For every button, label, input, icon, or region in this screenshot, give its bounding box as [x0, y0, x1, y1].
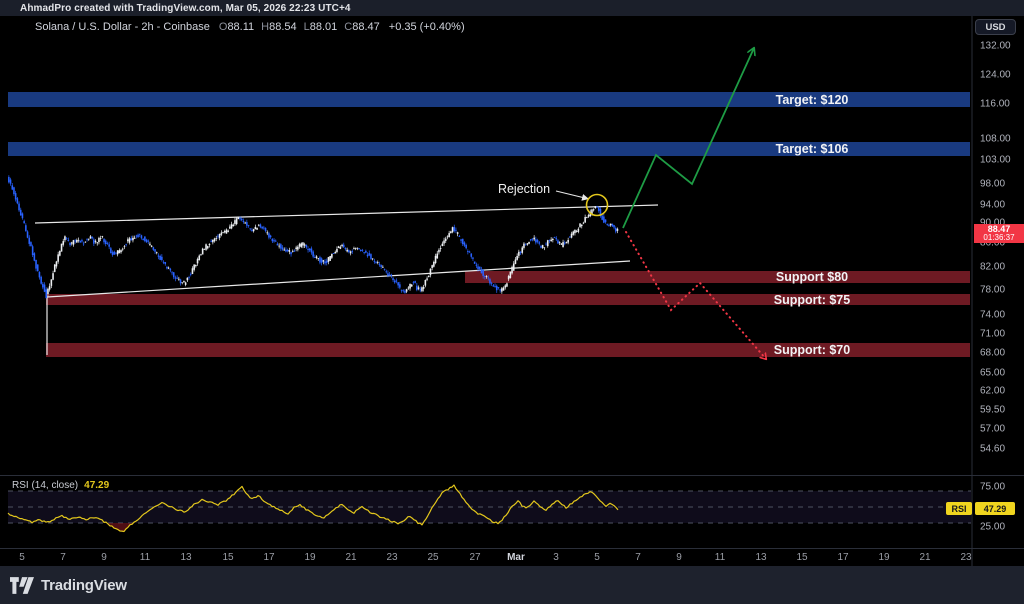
time-axis[interactable]: 5 7 9 11 13 15 17 19 21 23 25 27 Mar 3 5 7 9 11 13 15 17 19 21…	[0, 548, 1024, 566]
rejection-circle[interactable]	[585, 193, 609, 217]
rsi-tick-label: 25.00	[980, 521, 1006, 533]
bullish-projection-arrow[interactable]	[622, 48, 754, 229]
price-tick-label: 94.00	[980, 199, 1006, 211]
price-tick-label: 103.00	[980, 154, 1011, 166]
rsi-oversold-fill	[108, 523, 132, 532]
time-tick-label: 15	[796, 552, 808, 563]
candlestick-series	[8, 175, 619, 299]
time-tick-label: 11	[139, 552, 151, 563]
price-axis[interactable]: 132.00 124.00 116.00 108.00 103.00 98.00 94.00…	[972, 16, 1024, 566]
price-tick-label: 68.00	[980, 347, 1006, 359]
time-tick-label: 19	[878, 552, 890, 563]
symbol-title: Solana / U.S. Dollar - 2h - Coinbase	[35, 21, 210, 33]
time-tick-label: Mar	[507, 552, 525, 563]
last-price-badge: 88.47 01:36:37	[974, 224, 1024, 243]
time-tick-label: 9	[101, 552, 107, 563]
rsi-legend-title: RSI (14, close)	[12, 480, 79, 491]
price-tick-label: 74.00	[980, 309, 1006, 321]
time-tick-label: 9	[676, 552, 682, 563]
upper-resistance-trendline[interactable]	[34, 204, 659, 224]
price-tick-label: 57.00	[980, 423, 1006, 435]
time-tick-label: 27	[469, 552, 481, 563]
time-tick-label: 19	[304, 552, 316, 563]
time-tick-label: 5	[19, 552, 25, 563]
rsi-tick-label: 75.00	[980, 481, 1006, 493]
currency-toggle-button[interactable]: USD	[975, 19, 1016, 35]
zone-support-80	[465, 271, 970, 283]
price-tick-label: 82.00	[980, 261, 1006, 273]
time-tick-label: 17	[837, 552, 849, 563]
bar-countdown: 01:36:37	[983, 233, 1015, 242]
zone-target-106	[8, 142, 970, 156]
attribution-bar: AhmadPro created with TradingView.com, M…	[0, 0, 1024, 16]
time-tick-label: 11	[714, 552, 726, 563]
zone-target-120	[8, 92, 970, 107]
time-tick-label: 21	[919, 552, 931, 563]
attribution-text: AhmadPro created with TradingView.com, M…	[20, 2, 351, 14]
time-tick-label: 25	[427, 552, 439, 563]
time-tick-label: 13	[755, 552, 767, 563]
symbol-legend[interactable]: Solana / U.S. Dollar - 2h - Coinbase O88…	[35, 21, 465, 33]
bearish-projection-arrow[interactable]	[625, 231, 766, 359]
price-tick-label: 108.00	[980, 133, 1011, 145]
rejection-arrow[interactable]	[555, 190, 590, 201]
zone-support-75	[46, 294, 970, 305]
rsi-axis-value-badge: 47.29	[975, 502, 1015, 515]
ohlc-h: H88.54	[261, 21, 297, 33]
price-tick-label: 62.00	[980, 385, 1006, 397]
time-tick-label: 13	[180, 552, 192, 563]
time-tick-label: 21	[345, 552, 357, 563]
level-zones	[8, 92, 970, 357]
ohlc-values: O88.11 H88.54 L88.01 C88.47	[219, 21, 380, 33]
ohlc-l: L88.01	[303, 21, 338, 33]
trendlines	[34, 204, 659, 355]
price-tick-label: 90.00	[980, 217, 1006, 229]
time-tick-label: 5	[594, 552, 600, 563]
price-tick-label: 78.00	[980, 284, 1006, 296]
price-tick-label: 86.00	[980, 237, 1006, 249]
zone-support-70	[46, 343, 970, 357]
change-value: +0.35 (+0.40%)	[388, 21, 465, 33]
ohlc-o: O88.11	[218, 21, 255, 33]
tradingview-wordmark: TradingView	[41, 576, 127, 594]
time-tick-label: 3	[553, 552, 559, 563]
price-tick-label: 65.00	[980, 367, 1006, 379]
time-tick-label: 7	[635, 552, 641, 563]
price-tick-label: 59.50	[980, 404, 1006, 416]
price-tick-label: 98.00	[980, 178, 1006, 190]
rsi-legend-value: 47.29	[84, 480, 110, 491]
tradingview-logo-icon	[10, 576, 34, 594]
rsi-axis-name-badge: RSI	[946, 502, 972, 515]
time-tick-label: 15	[222, 552, 234, 563]
price-tick-label: 116.00	[980, 98, 1010, 110]
price-tick-label: 132.00	[980, 40, 1011, 52]
rsi-line	[7, 484, 619, 533]
lower-support-trendline[interactable]	[46, 260, 631, 298]
time-tick-label: 23	[960, 552, 972, 563]
price-tick-label: 54.60	[980, 443, 1006, 455]
rsi-legend[interactable]: RSI (14, close) 47.29	[12, 480, 109, 491]
time-tick-label: 17	[263, 552, 275, 563]
last-price-value: 88.47	[987, 223, 1011, 234]
footer-bar: TradingView	[0, 566, 1024, 604]
price-tick-label: 71.00	[980, 328, 1006, 340]
price-tick-label: 124.00	[980, 69, 1011, 81]
ohlc-c: C88.47	[344, 21, 380, 33]
time-tick-label: 7	[60, 552, 66, 563]
time-tick-label: 23	[386, 552, 398, 563]
